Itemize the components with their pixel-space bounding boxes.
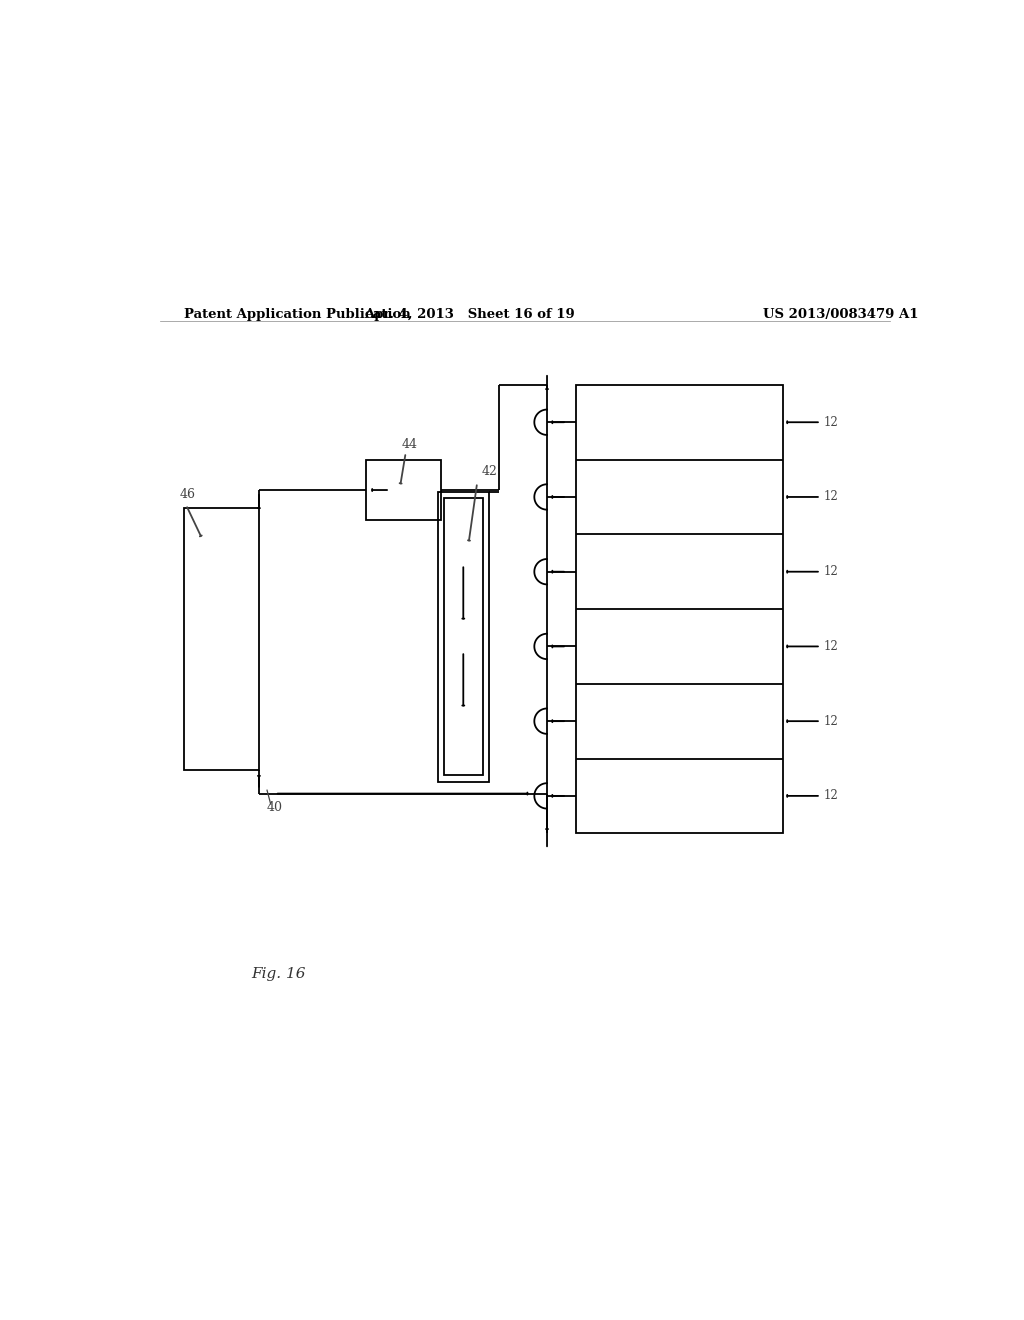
- Text: Apr. 4, 2013   Sheet 16 of 19: Apr. 4, 2013 Sheet 16 of 19: [364, 308, 574, 321]
- Bar: [367, 461, 441, 520]
- Text: 12: 12: [824, 789, 839, 803]
- Text: Fig. 16: Fig. 16: [251, 968, 305, 982]
- Text: 40: 40: [267, 801, 283, 814]
- Bar: [577, 385, 782, 833]
- Text: 42: 42: [481, 465, 497, 478]
- Bar: [443, 499, 482, 775]
- Text: 12: 12: [824, 714, 839, 727]
- Text: 44: 44: [401, 438, 418, 451]
- Bar: [437, 492, 489, 781]
- Text: US 2013/0083479 A1: US 2013/0083479 A1: [763, 308, 919, 321]
- Text: 46: 46: [179, 488, 196, 502]
- Bar: [183, 508, 259, 770]
- Text: 12: 12: [824, 640, 839, 653]
- Text: 12: 12: [824, 416, 839, 429]
- Text: 12: 12: [824, 565, 839, 578]
- Text: Patent Application Publication: Patent Application Publication: [183, 308, 411, 321]
- Text: 12: 12: [824, 491, 839, 503]
